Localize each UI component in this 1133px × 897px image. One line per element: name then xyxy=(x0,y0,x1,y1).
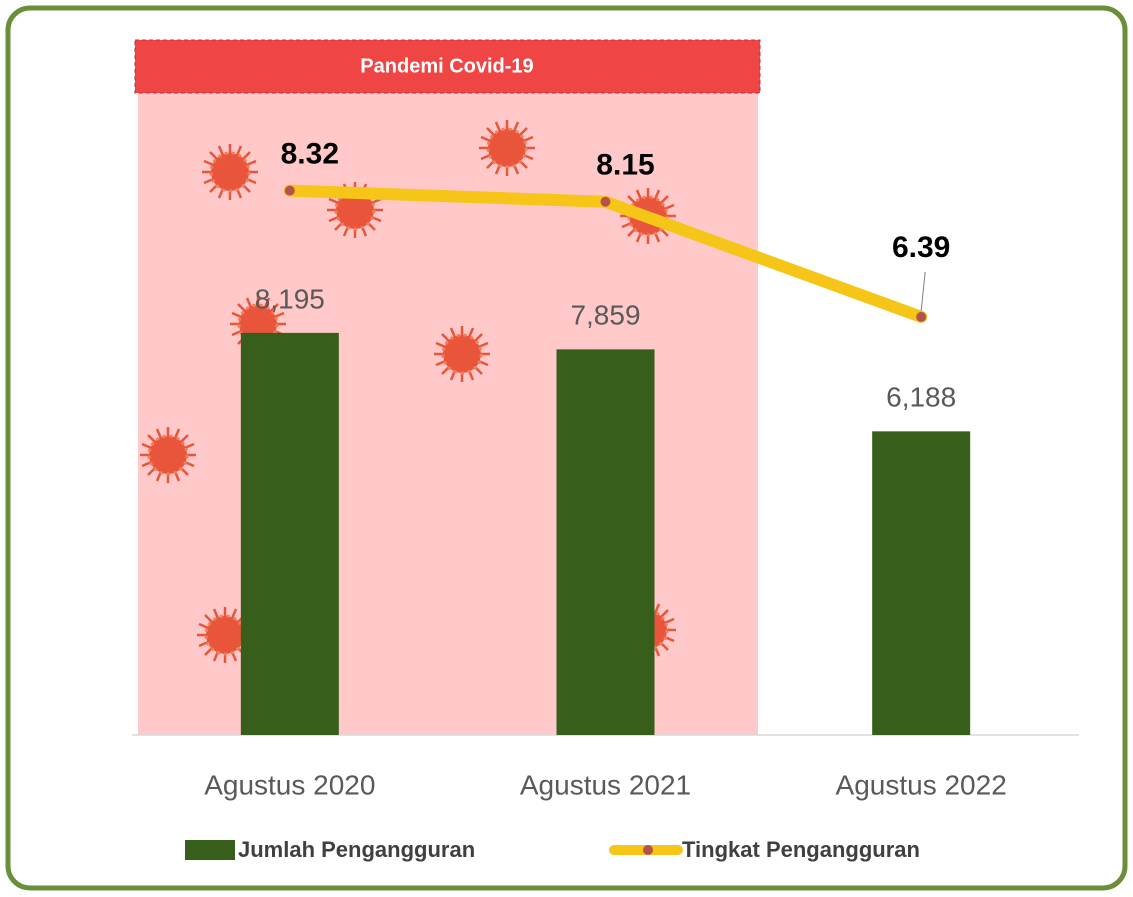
line-marker xyxy=(600,196,611,207)
bar-value-label: 6,188 xyxy=(886,382,956,413)
line-value-label: 6.39 xyxy=(892,231,950,264)
line-marker xyxy=(916,311,927,322)
line-marker xyxy=(284,185,295,196)
line-value-label: 8.15 xyxy=(596,149,654,182)
bar xyxy=(872,431,971,735)
legend-swatch-marker xyxy=(643,845,653,855)
annotation-banner xyxy=(134,39,761,94)
leader-line xyxy=(920,271,926,311)
line-value-label: 8.32 xyxy=(281,138,339,171)
bar xyxy=(556,349,655,735)
legend-swatch-bar xyxy=(185,840,235,860)
bar-value-label: 8,195 xyxy=(255,283,325,314)
x-tick-label: Agustus 2022 xyxy=(836,769,1007,800)
bar xyxy=(240,332,339,735)
annotation-text: Pandemi Covid-19 xyxy=(360,55,533,77)
virus-icon xyxy=(138,425,198,485)
legend-label: Tingkat Pengangguran xyxy=(682,837,920,862)
virus-icon xyxy=(432,324,492,384)
legend-label: Jumlah Pengangguran xyxy=(238,837,475,862)
virus-icon xyxy=(477,118,537,178)
virus-icon xyxy=(200,142,260,202)
bar-value-label: 7,859 xyxy=(570,300,640,331)
x-tick-label: Agustus 2020 xyxy=(204,769,375,800)
x-tick-label: Agustus 2021 xyxy=(520,769,691,800)
